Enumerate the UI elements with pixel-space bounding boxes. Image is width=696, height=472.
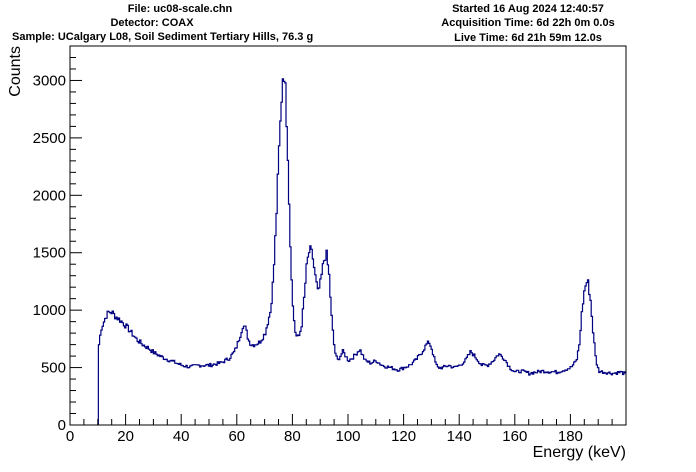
y-tick-label: 2500 [33,130,66,147]
plot-frame [69,45,627,426]
x-tick-label: 120 [391,428,416,445]
x-tick-label: 180 [558,428,583,445]
x-tick-label: 20 [117,428,134,445]
spectrum-series-line [97,78,626,426]
x-tick-label: 60 [228,428,245,445]
y-tick-label: 3000 [33,72,66,89]
x-tick-label: 0 [66,428,74,445]
file-label: File: uc08-scale.chn [127,3,233,15]
detector-label: Detector: COAX [110,17,194,29]
x-tick-label: 80 [284,428,301,445]
start-time-label: Started 16 Aug 2024 12:40:57 [452,3,604,15]
y-tick-label: 2000 [33,187,66,204]
y-tick-label: 1500 [33,245,66,262]
x-tick-label: 160 [502,428,527,445]
sample-label: Sample: UCalgary L08, Soil Sediment Tert… [12,31,314,43]
acquisition-time-label: Acquisition Time: 6d 22h 0m 0.0s [441,17,615,29]
y-tick-label: 1000 [33,302,66,319]
x-axis: 0 20 40 60 80 100 120 140 160 180 [66,414,627,445]
live-time-label: Live Time: 6d 21h 59m 12.0s [454,32,602,44]
x-tick-label: 100 [335,428,360,445]
y-tick-label: 0 [58,417,66,434]
x-tick-label: 40 [173,428,190,445]
y-axis-title: Counts [7,46,24,97]
y-axis: 0 500 1000 1500 2000 2500 3000 [33,45,82,434]
x-axis-title: Energy (keV) [533,444,626,461]
y-tick-label: 500 [41,360,66,377]
x-tick-label: 140 [447,428,472,445]
